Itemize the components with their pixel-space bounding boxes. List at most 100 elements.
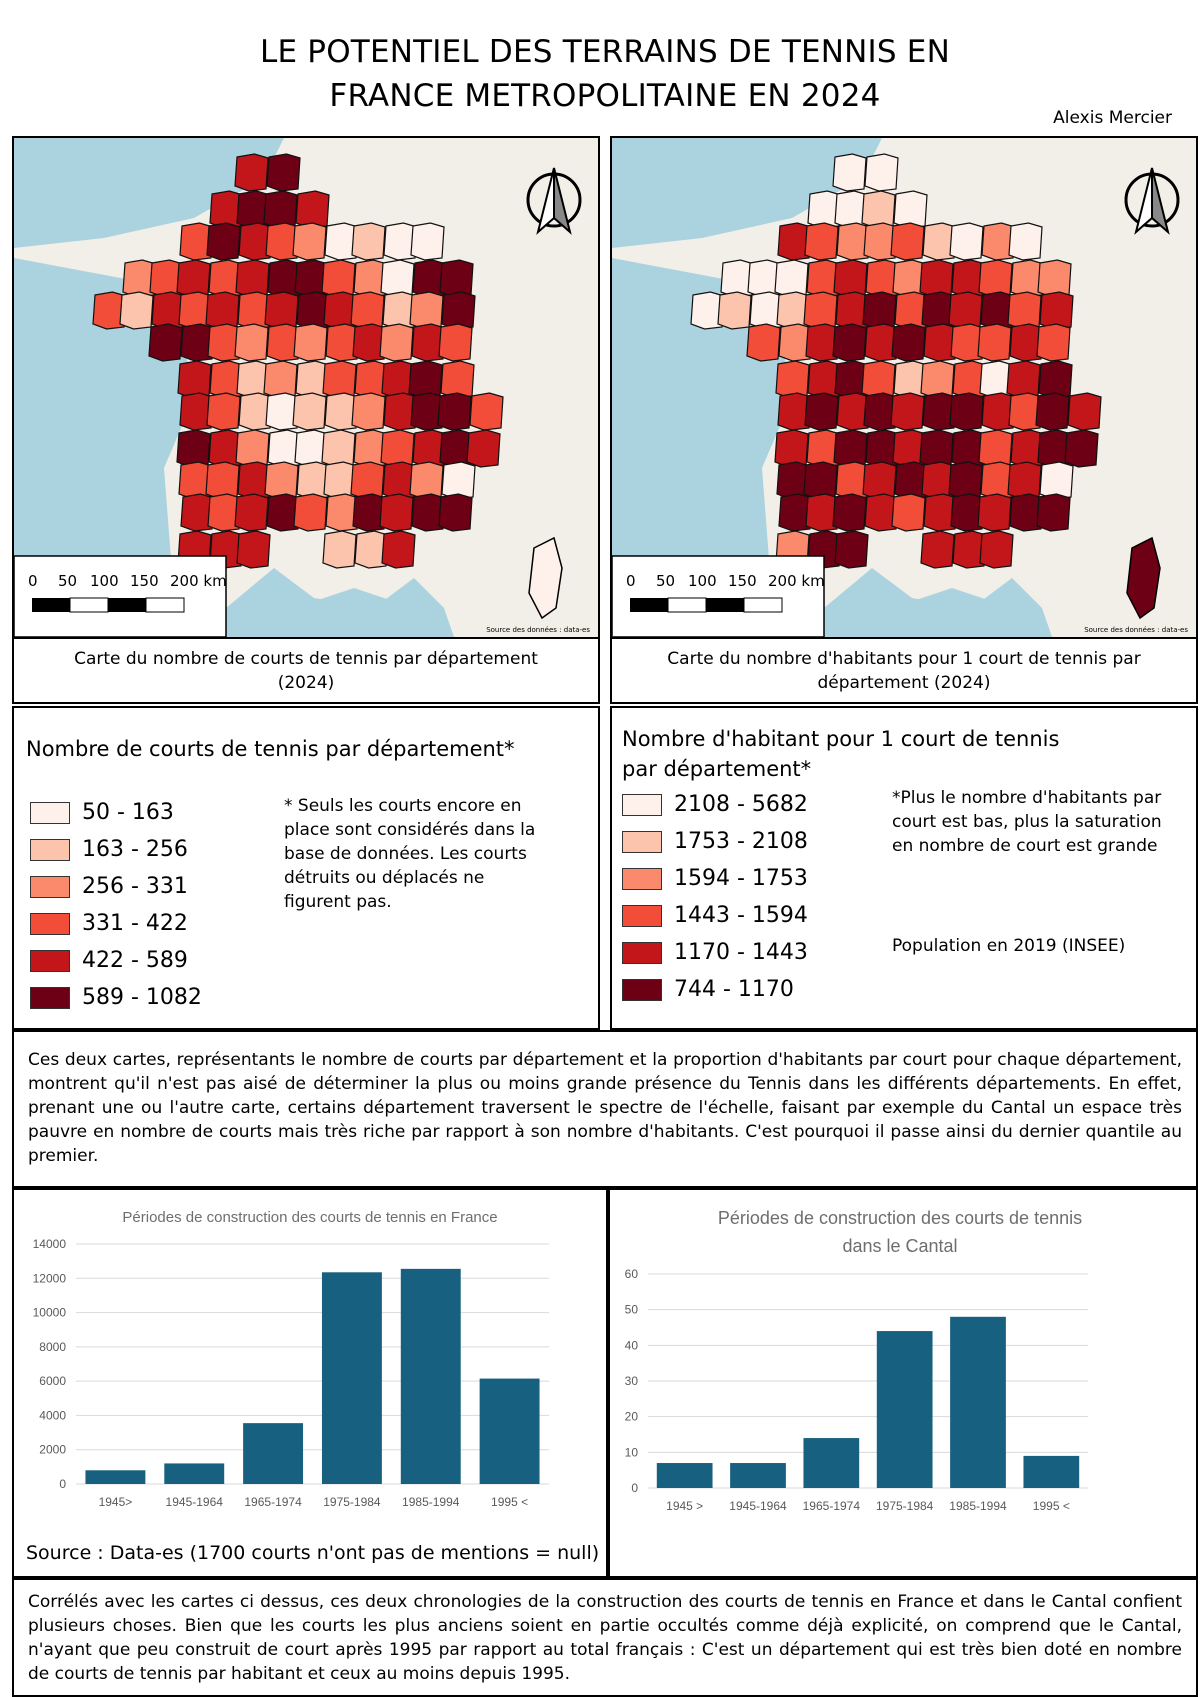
- population-note: Population en 2019 (INSEE): [892, 936, 1126, 956]
- department-shape: [437, 392, 472, 431]
- department-shape: [861, 360, 896, 399]
- department-shape: [923, 493, 958, 532]
- department-shape: [1009, 493, 1044, 532]
- department-shape: [863, 392, 898, 431]
- mediterranean-water: [892, 588, 1032, 637]
- department-shape: [177, 360, 212, 399]
- department-shape: [981, 222, 1016, 261]
- department-shape: [1008, 222, 1043, 261]
- department-shape: [266, 153, 301, 192]
- department-shape: [383, 392, 418, 431]
- department-shape: [383, 222, 418, 261]
- department-shape: [890, 392, 925, 431]
- legend-label: 331 - 422: [82, 911, 188, 936]
- department-shape: [981, 392, 1016, 431]
- department-shape: [266, 493, 301, 532]
- bar-1945-1964: [730, 1463, 786, 1488]
- department-shape: [264, 291, 299, 330]
- department-shape: [380, 429, 415, 468]
- department-shape: [238, 222, 273, 261]
- x-tick-label: 1975-1984: [323, 1495, 381, 1509]
- channel-water: [14, 138, 284, 248]
- department-shape: [948, 291, 983, 330]
- department-shape: [438, 493, 473, 532]
- x-tick-label: 1975-1984: [876, 1499, 934, 1513]
- department-shape: [206, 392, 241, 431]
- department-shape: [919, 259, 954, 298]
- y-tick-label: 12000: [33, 1271, 67, 1285]
- legend-class-1: 2108 - 5682: [622, 792, 808, 817]
- department-shape: [1039, 461, 1074, 500]
- department-shape: [234, 153, 269, 192]
- chart-france-title: Périodes de construction des courts de t…: [122, 1209, 497, 1226]
- department-shape: [180, 323, 215, 362]
- map-inhabitants-svg: 0 50 100 150 200 km Source des données :…: [612, 138, 1196, 637]
- y-tick-label: 50: [625, 1303, 639, 1317]
- department-shape: [891, 323, 926, 362]
- department-shape: [264, 461, 299, 500]
- department-shape: [410, 392, 445, 431]
- department-shape: [890, 222, 925, 261]
- department-shape: [236, 530, 271, 569]
- department-shape: [952, 530, 987, 569]
- chart-france-panel: Périodes de construction des courts de t…: [12, 1188, 608, 1578]
- mediterranean-water: [294, 588, 434, 637]
- department-shape: [863, 222, 898, 261]
- department-shape: [861, 190, 896, 229]
- department-shape: [176, 259, 211, 298]
- department-shape: [922, 222, 957, 261]
- chart-france-svg: Périodes de construction des courts de t…: [33, 1209, 549, 1509]
- department-shape: [777, 222, 812, 261]
- legend-swatch: [622, 830, 662, 853]
- scale-label-50: 50: [58, 572, 77, 590]
- department-shape: [833, 429, 868, 468]
- department-shape: [1007, 461, 1042, 500]
- legend-class-2: 1753 - 2108: [622, 829, 808, 854]
- department-shape: [920, 360, 955, 399]
- department-shape: [1037, 259, 1072, 298]
- department-shape: [441, 461, 476, 500]
- department-shape: [891, 493, 926, 532]
- scale-label-100: 100: [688, 572, 717, 590]
- legend-swatch: [622, 867, 662, 890]
- map-left-caption-text: Carte du nombre de courts de tennis par …: [74, 648, 538, 693]
- department-shape: [325, 323, 360, 362]
- department-shape: [325, 493, 360, 532]
- legend-class-5: 422 - 589: [30, 948, 188, 973]
- legend-right-panel: Nombre d'habitant pour 1 court de tennis…: [610, 706, 1198, 1030]
- map-inhabitants-per-court: 0 50 100 150 200 km Source des données :…: [610, 136, 1198, 639]
- y-tick-label: 20: [625, 1410, 639, 1424]
- department-shape: [1039, 291, 1074, 330]
- department-shape: [351, 222, 386, 261]
- department-shape: [805, 493, 840, 532]
- department-shape: [775, 360, 810, 399]
- legend-label: 1170 - 1443: [674, 940, 808, 965]
- department-shape: [836, 392, 871, 431]
- x-tick-label: 1965-1974: [803, 1499, 861, 1513]
- department-shape: [379, 323, 414, 362]
- department-shape: [263, 190, 298, 229]
- department-shape: [778, 323, 813, 362]
- y-tick-label: 2000: [39, 1443, 66, 1457]
- x-tick-label: 1945>: [99, 1495, 133, 1509]
- legend-class-2: 163 - 256: [30, 837, 188, 862]
- scale-label-200: 200 km: [768, 572, 825, 590]
- scale-label-0: 0: [28, 572, 38, 590]
- legend-right-note: *Plus le nombre d'habitants par court es…: [892, 788, 1162, 856]
- department-shape: [409, 291, 444, 330]
- bar-1975-1984: [876, 1331, 933, 1488]
- department-shape: [864, 153, 899, 192]
- x-tick-label: 1945-1964: [729, 1499, 787, 1513]
- page-title: LE POTENTIEL DES TERRAINS DE TENNIS EN F…: [0, 30, 1200, 118]
- map-courts-count-svg: 0 50 100 150 200 km Source des données :…: [14, 138, 598, 637]
- legend-right-title-line-1: Nombre d'habitant pour 1 court de tennis: [622, 727, 1060, 751]
- department-shape: [321, 259, 356, 298]
- department-shape: [804, 392, 839, 431]
- legend-label: 1594 - 1753: [674, 866, 808, 891]
- department-shape: [832, 493, 867, 532]
- analysis-paragraph-1: Ces deux cartes, représentants le nombre…: [12, 1030, 1198, 1188]
- department-shape: [923, 323, 958, 362]
- legend-swatch: [30, 986, 70, 1009]
- map-courts-count: 0 50 100 150 200 km Source des données :…: [12, 136, 600, 639]
- department-shape: [207, 493, 242, 532]
